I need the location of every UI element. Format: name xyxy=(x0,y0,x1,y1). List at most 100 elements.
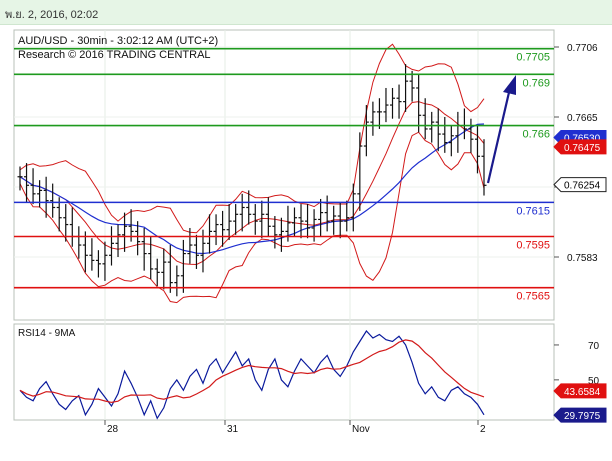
rsi-tick-label: 70 xyxy=(588,341,600,352)
level-label: 0.7565 xyxy=(516,291,550,303)
ohlc-bar xyxy=(17,166,23,191)
ohlc-bar xyxy=(396,84,402,119)
ohlc-bar xyxy=(239,193,245,232)
ohlc-bar xyxy=(376,98,382,129)
ohlc-bar xyxy=(135,221,141,256)
ohlc-bar xyxy=(43,176,49,218)
ohlc-bar xyxy=(50,183,56,218)
ohlc-bar xyxy=(305,204,311,239)
rsi-badge: 43.6584 xyxy=(553,383,607,399)
ohlc-bar xyxy=(154,258,160,287)
ohlc-bar xyxy=(481,139,487,196)
ohlc-bar xyxy=(82,231,88,273)
ohlc-bar xyxy=(115,224,121,257)
forecast-arrow xyxy=(486,75,516,184)
rsi-tick-label: 50 xyxy=(588,376,600,387)
x-tick-label: 2 xyxy=(480,424,486,435)
ohlc-bar xyxy=(102,241,108,281)
ohlc-bar xyxy=(357,132,363,211)
ohlc-bar xyxy=(370,101,376,136)
price-badge: 0.76254 xyxy=(553,177,607,193)
rsi-badge-shape xyxy=(553,407,607,423)
ohlc-bar xyxy=(167,245,173,293)
ohlc-bar xyxy=(429,111,435,143)
badge-shape xyxy=(553,177,607,193)
ohlc-bar xyxy=(409,70,415,102)
ohlc-bar xyxy=(30,168,36,205)
ohlc-bar xyxy=(422,98,428,140)
ohlc-bar xyxy=(226,204,232,240)
top-bar: พ.ย. 2, 2016, 02:02 xyxy=(0,0,612,25)
y-tick-label: 0.7706 xyxy=(567,43,598,54)
bollinger-upper xyxy=(19,43,485,234)
ohlc-bar xyxy=(174,265,180,297)
rsi-badge-shape xyxy=(553,383,607,399)
ohlc-bar xyxy=(259,200,265,239)
ohlc-bar xyxy=(122,212,128,252)
rsi-badge-label: 43.6584 xyxy=(564,387,601,398)
ohlc-bar xyxy=(344,200,350,232)
rsi-badge-label: 29.7975 xyxy=(564,411,601,422)
ohlc-bar xyxy=(285,205,291,242)
ohlc-bar xyxy=(220,210,226,247)
ohlc-bar xyxy=(213,214,219,246)
ohlc-bar xyxy=(350,183,356,232)
rsi-panel xyxy=(13,323,555,421)
ohlc-bar xyxy=(291,207,297,237)
ohlc-bar xyxy=(252,204,258,235)
chart-subtitle: Research © 2016 TRADING CENTRAL xyxy=(18,49,211,61)
x-tick-label: Nov xyxy=(352,424,370,435)
ohlc-bar xyxy=(442,117,448,153)
ohlc-bar xyxy=(468,118,474,153)
chart-title: AUD/USD - 30min - 3:02:12 AM (UTC+2) xyxy=(18,35,218,47)
ohlc-bar xyxy=(435,108,441,152)
level-label: 0.769 xyxy=(522,77,550,89)
ohlc-bar xyxy=(331,205,337,235)
ohlc-bar xyxy=(383,87,389,123)
ohlc-bar xyxy=(337,202,343,239)
ohlc-bar xyxy=(278,217,284,252)
ohlc-bar xyxy=(324,195,330,232)
badge-label: 0.76475 xyxy=(564,143,601,154)
level-label: 0.7705 xyxy=(516,52,550,64)
ohlc-bar xyxy=(272,216,278,249)
rsi-line xyxy=(19,330,485,420)
badge-shape xyxy=(553,139,607,155)
x-tick-label: 28 xyxy=(107,424,119,435)
ohlc-bar xyxy=(246,190,252,225)
ohlc-bar xyxy=(89,238,95,271)
rsi-badge: 29.7975 xyxy=(553,407,607,423)
ohlc-bar xyxy=(416,74,422,133)
price-panel xyxy=(13,29,555,321)
x-tick-label: 31 xyxy=(227,424,239,435)
ohlc-bar xyxy=(180,239,186,293)
ohlc-bar xyxy=(233,204,239,235)
ohlc-bar xyxy=(448,125,454,157)
ohlc-bar xyxy=(95,250,101,278)
level-label: 0.766 xyxy=(522,129,550,141)
ohlc-bar xyxy=(141,227,147,271)
ohlc-bar xyxy=(193,234,199,269)
rsi-label: RSI14 - 9MA xyxy=(18,328,76,339)
bollinger-lower xyxy=(19,131,485,304)
ohlc-bar xyxy=(298,204,304,239)
price-badge: 0.76475 xyxy=(553,139,607,155)
moving-average xyxy=(19,123,485,255)
ohlc-bar xyxy=(265,197,271,237)
ohlc-bar xyxy=(148,236,154,280)
y-tick-label: 0.7665 xyxy=(567,113,598,124)
ohlc-bar xyxy=(363,105,369,157)
ohlc-bar xyxy=(474,125,480,174)
ohlc-bar xyxy=(318,198,324,237)
bollinger-mid xyxy=(19,101,485,266)
ohlc-bar xyxy=(24,163,30,203)
ohlc-bar xyxy=(390,87,396,119)
badge-label: 0.76254 xyxy=(564,181,601,192)
y-tick-label: 0.7583 xyxy=(567,253,598,264)
ohlc-bar xyxy=(108,226,114,266)
level-label: 0.7615 xyxy=(516,205,550,217)
rsi-ma-line xyxy=(19,339,485,404)
badge-label: 0.76530 xyxy=(564,133,601,144)
ohlc-bar xyxy=(63,204,69,242)
